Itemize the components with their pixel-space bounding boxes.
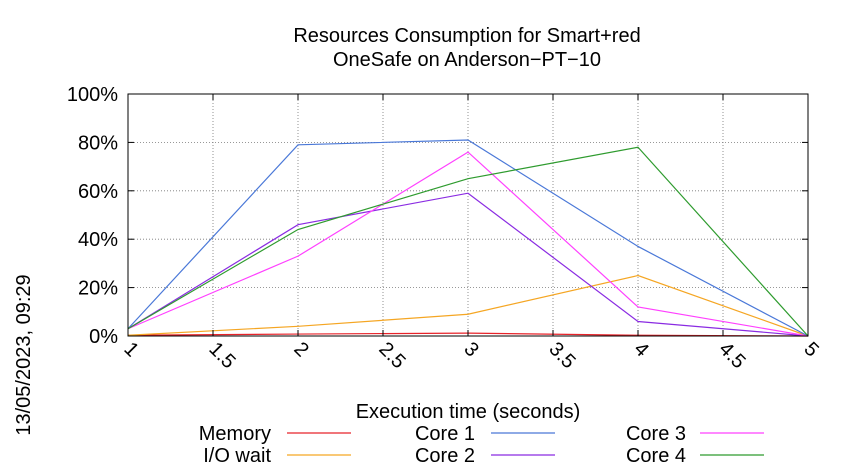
y-tick-label-1: 20% (78, 278, 118, 300)
y-tick-label-2: 40% (78, 229, 118, 251)
x-tick-label-4: 3 (459, 338, 482, 361)
series-line-core-4 (127, 146, 809, 337)
y-tick-label-3: 60% (78, 181, 118, 203)
chart-title: Resources Consumption for Smart+red (293, 25, 640, 47)
legend-label-5: Core 4 (626, 445, 686, 467)
y-axis: 0% 20% 40% 60% 80% 100% (67, 84, 808, 348)
series-line-core-1 (127, 139, 809, 337)
x-tick-label-8: 5 (799, 338, 822, 361)
x-tick-label-0: 1 (119, 338, 142, 361)
x-tick-label-6: 4 (629, 338, 652, 361)
y-tick-label-0: 0% (89, 326, 118, 348)
x-tick-label-7: 4.5 (714, 338, 749, 373)
y-tick-label-5: 100% (67, 84, 118, 106)
legend-label-3: Core 2 (415, 445, 475, 467)
series-line-core-2 (127, 192, 809, 337)
x-axis: 1 1.5 2 2.5 3 3.5 4 4.5 5 (119, 94, 823, 373)
timestamp-label: 13/05/2023, 09:29 (13, 274, 35, 435)
series-line-i-o-wait (127, 274, 809, 337)
legend-label-4: Core 3 (626, 423, 686, 445)
x-tick-label-3: 2.5 (374, 338, 409, 373)
x-tick-label-2: 2 (289, 338, 312, 361)
legend-label-2: Core 1 (415, 423, 475, 445)
legend-label-0: Memory (199, 423, 271, 445)
x-axis-label: Execution time (seconds) (356, 401, 581, 423)
chart-subtitle: OneSafe on Anderson−PT−10 (333, 49, 601, 71)
x-tick-label-5: 3.5 (544, 338, 579, 373)
y-tick-label-4: 80% (78, 132, 118, 154)
legend-label-1: I/O wait (203, 445, 271, 467)
series-line-core-3 (127, 151, 809, 337)
x-tick-label-1: 1.5 (204, 338, 239, 373)
